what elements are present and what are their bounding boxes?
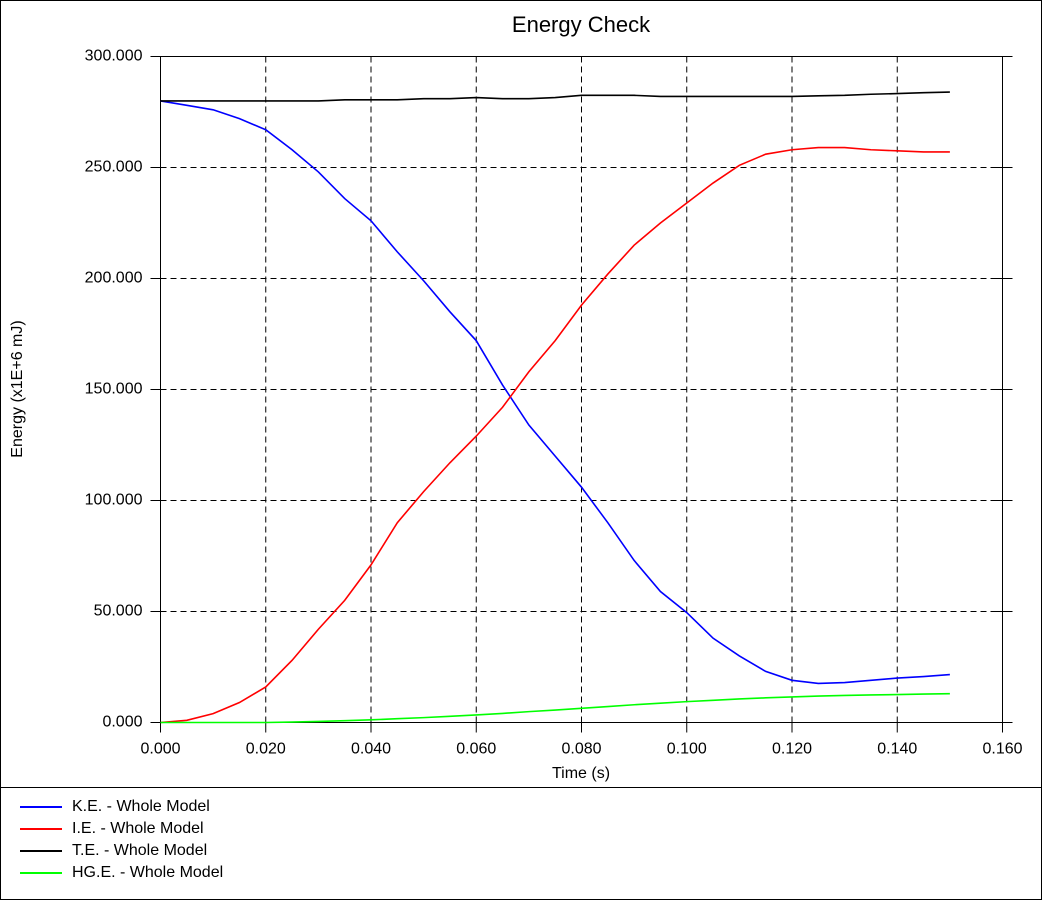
y-tick-label: 0.000 [102,714,142,731]
legend-label: K.E. - Whole Model [72,798,210,815]
y-tick-label: 150.000 [85,381,143,398]
x-tick-label: 0.020 [246,741,286,758]
y-tick-label: 50.000 [94,603,143,620]
chart-title: Energy Check [512,12,651,37]
x-tick-label: 0.000 [140,741,180,758]
y-tick-label: 100.000 [85,492,143,509]
legend-label: HG.E. - Whole Model [72,864,223,881]
y-axis-label: Energy (x1E+6 mJ) [9,320,26,457]
series-line [160,91,950,102]
legend-label: I.E. - Whole Model [72,820,204,837]
x-tick-label: 0.060 [456,741,496,758]
x-tick-label: 0.120 [772,741,812,758]
x-tick-label: 0.040 [351,741,391,758]
legend-label: T.E. - Whole Model [72,842,207,859]
x-axis-label: Time (s) [552,765,610,782]
series-line [160,100,950,685]
y-tick-label: 200.000 [85,270,143,287]
series-line [160,692,950,724]
series-line [160,146,950,724]
y-tick-label: 300.000 [85,48,143,65]
x-tick-label: 0.160 [982,741,1022,758]
y-tick-label: 250.000 [85,159,143,176]
x-tick-label: 0.140 [877,741,917,758]
x-tick-label: 0.100 [667,741,707,758]
x-tick-label: 0.080 [561,741,601,758]
